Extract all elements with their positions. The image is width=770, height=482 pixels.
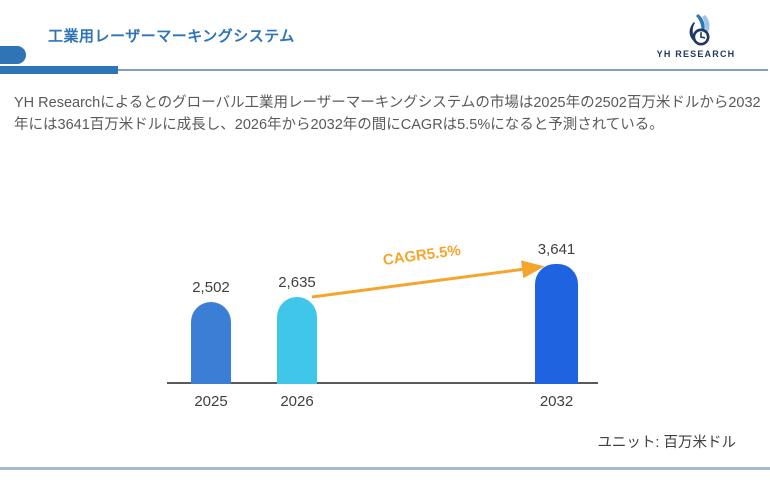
bar-group-2032: 3,641 2032 — [535, 241, 578, 410]
header-accent-bar — [0, 66, 118, 74]
bar-2025 — [191, 302, 231, 384]
yh-research-logo-text: YH RESEARCH — [656, 49, 736, 59]
market-summary-text: YH Researchによるとのグローバル工業用レーザーマーキングシステムの市場… — [14, 95, 761, 133]
bar-chart: 2,502 2025 2,635 2026 3,641 2032 CAGR5.5… — [0, 220, 770, 420]
page-title: 工業用レーザーマーキングシステム — [48, 28, 295, 45]
cagr-trend-arrow — [311, 260, 545, 299]
yh-research-logo-icon — [674, 12, 718, 48]
x-tick-label: 2032 — [539, 393, 574, 410]
bar-value-label: 3,641 — [537, 241, 576, 258]
x-tick-label: 2025 — [194, 393, 228, 410]
bar-group-2025: 2,502 2025 — [191, 279, 231, 410]
bar-2026 — [277, 297, 317, 384]
header-accent-tab — [0, 46, 26, 64]
bar-group-2026: 2,635 2026 — [277, 274, 317, 410]
x-tick-label: 2026 — [280, 393, 314, 410]
x-axis-line — [167, 382, 598, 384]
unit-note: ユニット: 百万米ドル — [597, 435, 736, 451]
bar-value-label: 2,635 — [278, 274, 316, 291]
cagr-annotation: CAGR5.5% — [381, 241, 462, 269]
bar-value-label: 2,502 — [192, 279, 230, 296]
bottom-border-line — [0, 467, 770, 470]
header-divider-line — [0, 69, 768, 71]
bar-2032 — [535, 264, 578, 384]
yh-research-logo: YH RESEARCH — [648, 12, 744, 59]
